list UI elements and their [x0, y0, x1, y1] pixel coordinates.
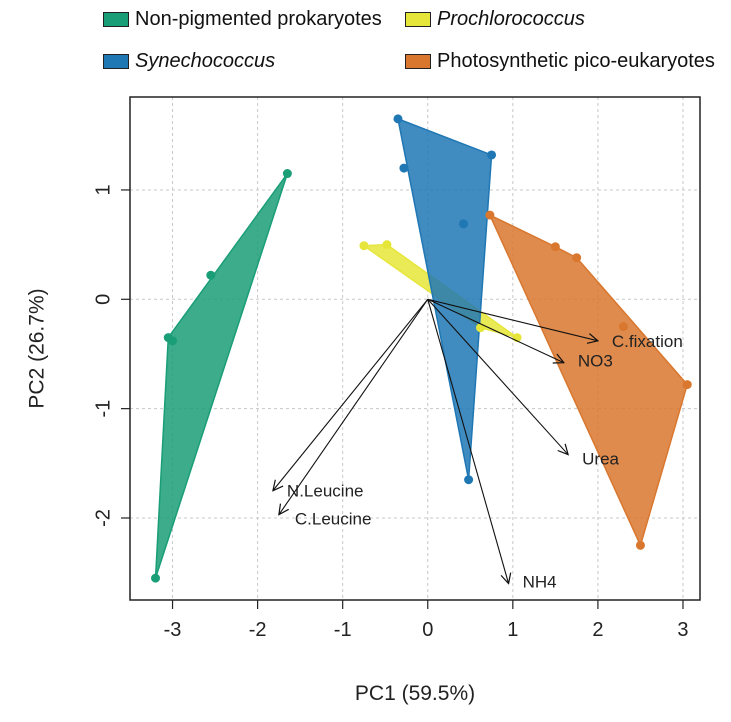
point-series-2-2: [487, 150, 497, 160]
point-series-1-2: [476, 323, 486, 333]
vector-label-4: N.Leucine: [287, 482, 364, 501]
vector-label-2: Urea: [582, 450, 619, 469]
y-tick-label-0: -2: [92, 509, 114, 527]
legend-item-non-pigmented: Non-pigmented prokaryotes: [103, 8, 382, 31]
x-tick-label-4: 1: [507, 619, 518, 641]
legend-label-synechococcus: Synechococcus: [135, 50, 276, 72]
point-series-3-3: [618, 322, 628, 332]
legend-swatch-prochlorococcus: [405, 12, 431, 27]
point-series-1-1: [382, 240, 392, 250]
hull-series-0: [154, 173, 289, 579]
y-tick-label-1: -1: [92, 400, 114, 418]
point-series-0-4: [151, 573, 161, 583]
vector-label-5: C.Leucine: [295, 510, 372, 529]
legend-swatch-pico-eukaryotes: [405, 54, 431, 69]
legend-label-non-pigmented: Non-pigmented prokaryotes: [135, 8, 382, 30]
vector-arrow-3: [427, 299, 509, 583]
plot-frame: [129, 96, 701, 601]
x-tick-label-6: 3: [677, 619, 688, 641]
vector-arrow-1: [427, 298, 564, 362]
point-series-3-4: [682, 380, 692, 390]
point-series-2-4: [464, 475, 474, 485]
point-series-2-1: [399, 163, 409, 173]
point-series-0-3: [168, 336, 178, 346]
legend-item-pico-eukaryotes: Photosynthetic pico-eukaryotes: [405, 50, 715, 73]
point-series-3-1: [550, 242, 560, 252]
point-series-1-0: [359, 241, 369, 251]
point-series-0-0: [282, 169, 292, 179]
legend-label-prochlorococcus: Prochlorococcus: [437, 8, 585, 30]
vector-label-1: NO3: [578, 352, 613, 371]
legend-label-pico-eukaryotes: Photosynthetic pico-eukaryotes: [437, 50, 715, 72]
point-series-3-2: [572, 253, 582, 263]
legend-item-synechococcus: Synechococcus: [103, 50, 275, 73]
hull-series-2: [396, 117, 493, 480]
x-axis-label: PC1 (59.5%): [355, 682, 475, 705]
vector-arrow-4: [273, 298, 429, 490]
x-tick-label-0: -3: [164, 619, 182, 641]
point-series-3-5: [635, 540, 645, 550]
x-tick-label-3: 0: [422, 619, 433, 641]
vector-arrow-5: [279, 298, 429, 514]
legend-swatch-synechococcus: [103, 54, 129, 69]
y-tick-label-3: 1: [92, 184, 114, 195]
vector-label-0: C.fixation: [612, 332, 683, 351]
vector-label-3: NH4: [523, 573, 557, 592]
vector-arrow-0: [427, 298, 598, 341]
hull-series-3: [488, 213, 689, 548]
x-tick-label-5: 2: [592, 619, 603, 641]
legend-swatch-non-pigmented: [103, 12, 129, 27]
point-series-3-0: [485, 210, 495, 220]
vector-arrow-2: [427, 298, 568, 454]
legend-item-prochlorococcus: Prochlorococcus: [405, 8, 585, 31]
point-series-2-3: [458, 219, 468, 229]
y-axis-label: PC2 (26.7%): [26, 288, 49, 408]
y-tick-label-2: 0: [92, 294, 114, 305]
x-tick-label-2: -1: [334, 619, 352, 641]
point-series-2-0: [393, 114, 403, 124]
point-series-0-1: [206, 270, 216, 280]
x-tick-label-1: -2: [249, 619, 267, 641]
